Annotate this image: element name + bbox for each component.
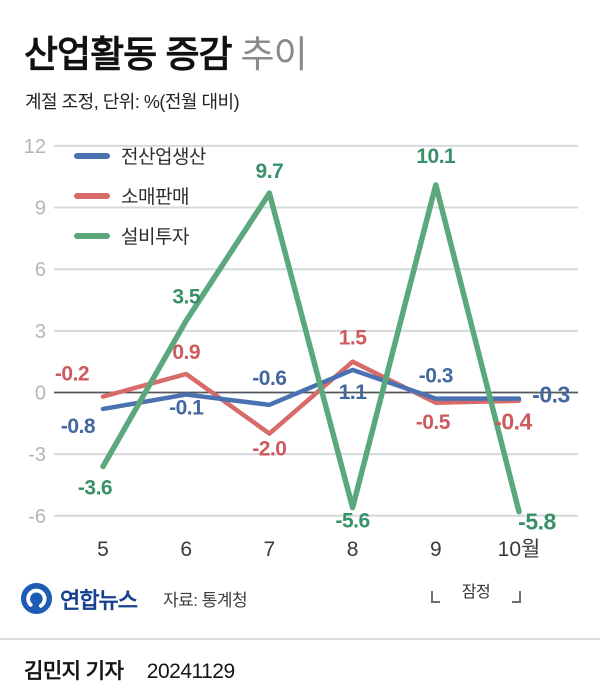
x-tick-label: 5 bbox=[97, 538, 109, 561]
data-label: 10.1 bbox=[416, 145, 456, 168]
chart-legend: 전산업생산 소매판매 설비투자 bbox=[74, 142, 206, 262]
page-title: 산업활동 증감 추이 bbox=[24, 24, 308, 78]
data-label: 3.5 bbox=[172, 286, 201, 309]
legend-label: 전산업생산 bbox=[121, 147, 206, 168]
provisional-label: 잠정 bbox=[461, 584, 491, 601]
y-tick-label: 0 bbox=[35, 383, 46, 405]
data-label: -3.6 bbox=[78, 476, 112, 499]
data-label: -0.8 bbox=[61, 415, 96, 438]
data-label: -0.1 bbox=[169, 397, 204, 420]
legend-label: 소매판매 bbox=[121, 187, 189, 208]
legend-item-retail-sales: 소매판매 bbox=[74, 182, 206, 209]
data-label: -0.3 bbox=[532, 382, 570, 408]
legend-swatch-blue bbox=[74, 152, 110, 159]
bracket-right-icon bbox=[511, 591, 521, 603]
data-label: -5.6 bbox=[336, 510, 370, 533]
series-line-0 bbox=[100, 367, 522, 412]
data-label: -0.6 bbox=[252, 367, 286, 390]
reporter-name: 김민지 기자 bbox=[24, 660, 124, 683]
title-main: 산업활동 증감 bbox=[24, 34, 233, 75]
data-label: -2.0 bbox=[252, 438, 286, 461]
data-source-label: 자료: 통계청 bbox=[162, 591, 248, 610]
footer-source-row: 연합뉴스 자료: 통계청 bbox=[20, 582, 248, 615]
x-tick-label: 8 bbox=[347, 538, 359, 561]
x-tick-label: 9 bbox=[430, 538, 442, 561]
legend-swatch-green bbox=[74, 232, 110, 239]
y-tick-label: -6 bbox=[28, 506, 46, 528]
byline: 김민지 기자 20241129 bbox=[24, 655, 235, 685]
data-label: 0.9 bbox=[172, 341, 200, 364]
legend-swatch-red bbox=[74, 192, 110, 199]
y-tick-label: 12 bbox=[24, 136, 46, 158]
yonhap-logo-icon bbox=[20, 582, 53, 615]
bracket-left-icon bbox=[431, 591, 440, 603]
publish-date: 20241129 bbox=[146, 660, 235, 683]
data-label: -0.4 bbox=[494, 409, 532, 435]
y-tick-label: 3 bbox=[35, 321, 46, 343]
data-label: -0.5 bbox=[416, 411, 451, 434]
series-line-2 bbox=[100, 182, 522, 515]
x-tick-label: 10월 bbox=[498, 538, 541, 561]
x-tick-label: 7 bbox=[264, 538, 276, 561]
provisional-annotation: 잠정 bbox=[431, 583, 521, 603]
title-sub: 추이 bbox=[240, 34, 308, 75]
data-label: -0.2 bbox=[55, 363, 89, 386]
y-tick-label: -3 bbox=[28, 444, 46, 466]
legend-item-all-industry: 전산업생산 bbox=[74, 142, 206, 169]
legend-label: 설비투자 bbox=[121, 227, 189, 248]
data-label: -5.8 bbox=[518, 509, 556, 535]
y-tick-label: 9 bbox=[35, 198, 46, 220]
x-tick-label: 6 bbox=[180, 538, 192, 561]
legend-item-facility-investment: 설비투자 bbox=[74, 222, 206, 249]
data-label: 1.1 bbox=[339, 381, 368, 404]
chart-subtitle: 계절 조정, 단위: %(전월 대비) bbox=[25, 92, 240, 112]
data-label: 1.5 bbox=[339, 327, 368, 350]
divider bbox=[0, 638, 600, 640]
y-tick-label: 6 bbox=[35, 259, 46, 281]
data-label: 9.7 bbox=[256, 160, 284, 183]
data-label: -0.3 bbox=[419, 365, 453, 388]
series-line-1 bbox=[100, 359, 522, 436]
agency-name: 연합뉴스 bbox=[60, 587, 138, 613]
